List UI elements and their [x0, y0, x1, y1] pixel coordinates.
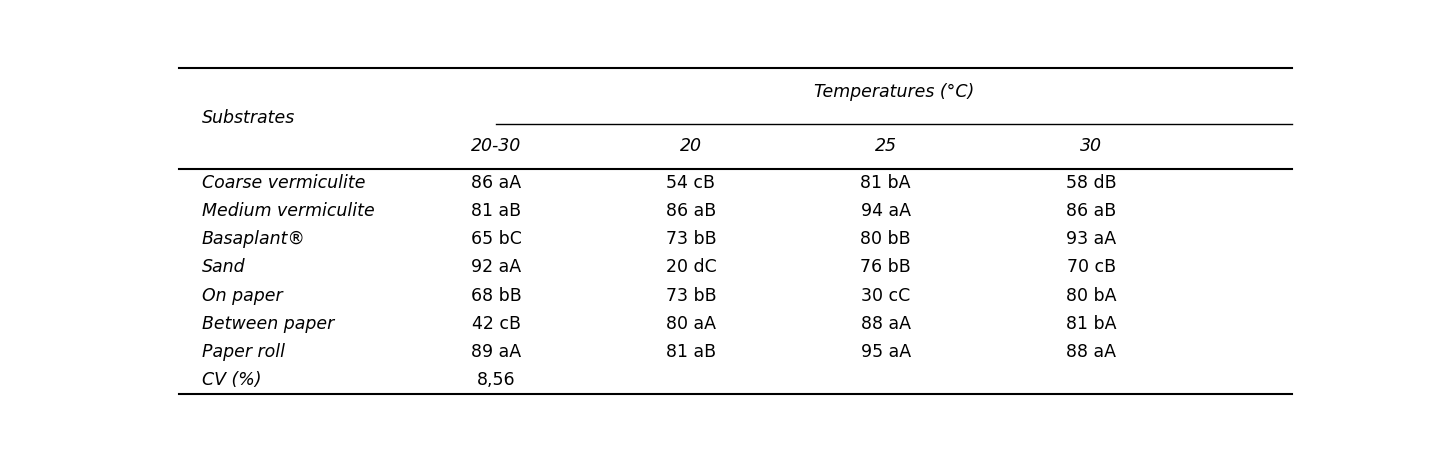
- Text: 58 dB: 58 dB: [1066, 174, 1116, 192]
- Text: 76 bB: 76 bB: [860, 258, 911, 276]
- Text: Sand: Sand: [201, 258, 245, 276]
- Text: 81 aB: 81 aB: [471, 202, 521, 220]
- Text: 65 bC: 65 bC: [471, 230, 522, 248]
- Text: 70 cB: 70 cB: [1066, 258, 1116, 276]
- Text: 94 aA: 94 aA: [861, 202, 911, 220]
- Text: 68 bB: 68 bB: [471, 287, 522, 305]
- Text: 30: 30: [1081, 137, 1102, 155]
- Text: 80 aA: 80 aA: [666, 315, 716, 333]
- Text: 86 aA: 86 aA: [471, 174, 521, 192]
- Text: 73 bB: 73 bB: [666, 287, 716, 305]
- Text: Medium vermiculite: Medium vermiculite: [201, 202, 375, 220]
- Text: Substrates: Substrates: [201, 109, 294, 127]
- Text: 81 bA: 81 bA: [1066, 315, 1116, 333]
- Text: 73 bB: 73 bB: [666, 230, 716, 248]
- Text: 20 dC: 20 dC: [666, 258, 716, 276]
- Text: 92 aA: 92 aA: [471, 258, 521, 276]
- Text: 89 aA: 89 aA: [471, 343, 521, 361]
- Text: 80 bA: 80 bA: [1066, 287, 1116, 305]
- Text: 20-30: 20-30: [471, 137, 521, 155]
- Text: CV (%): CV (%): [201, 371, 261, 389]
- Text: 42 cB: 42 cB: [472, 315, 521, 333]
- Text: Basaplant®: Basaplant®: [201, 230, 306, 248]
- Text: Temperatures (°C): Temperatures (°C): [814, 83, 974, 101]
- Text: On paper: On paper: [201, 287, 283, 305]
- Text: 20: 20: [680, 137, 702, 155]
- Text: 54 cB: 54 cB: [666, 174, 716, 192]
- Text: Between paper: Between paper: [201, 315, 334, 333]
- Text: 86 aB: 86 aB: [1066, 202, 1116, 220]
- Text: 86 aB: 86 aB: [666, 202, 716, 220]
- Text: 81 bA: 81 bA: [861, 174, 911, 192]
- Text: 93 aA: 93 aA: [1066, 230, 1116, 248]
- Text: 81 aB: 81 aB: [666, 343, 716, 361]
- Text: Coarse vermiculite: Coarse vermiculite: [201, 174, 364, 192]
- Text: 25: 25: [874, 137, 897, 155]
- Text: 88 aA: 88 aA: [861, 315, 911, 333]
- Text: 88 aA: 88 aA: [1066, 343, 1116, 361]
- Text: 80 bB: 80 bB: [860, 230, 911, 248]
- Text: Paper roll: Paper roll: [201, 343, 284, 361]
- Text: 8,56: 8,56: [476, 371, 515, 389]
- Text: 30 cC: 30 cC: [861, 287, 910, 305]
- Text: 95 aA: 95 aA: [861, 343, 911, 361]
